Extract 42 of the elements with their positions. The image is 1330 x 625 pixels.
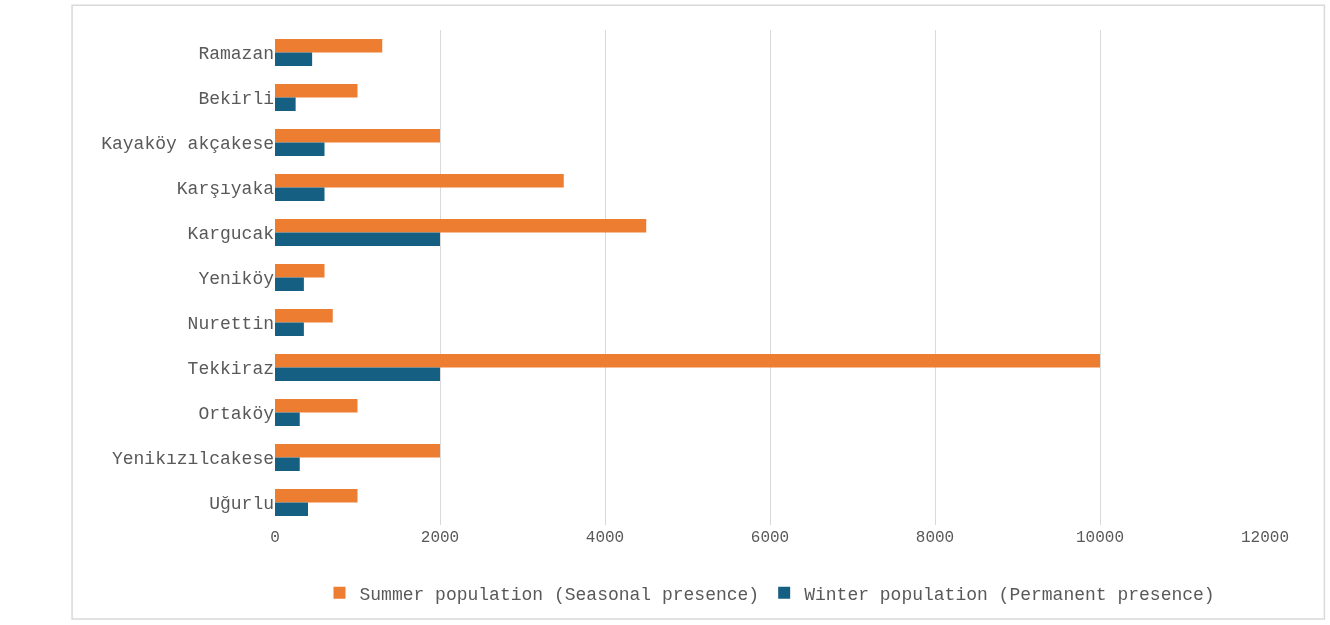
- bar: [275, 39, 383, 53]
- bar: [275, 457, 300, 471]
- bar: [275, 97, 296, 111]
- x-tick-label: 4000: [585, 529, 625, 547]
- bar: [275, 187, 325, 201]
- bar: [275, 84, 358, 98]
- y-tick-label: Tekkiraz: [187, 358, 274, 379]
- y-tick-label: Ortaköy: [198, 403, 275, 424]
- bar: [275, 502, 308, 516]
- bar: [275, 412, 300, 426]
- bar: [275, 322, 304, 336]
- x-tick-label: 6000: [750, 529, 790, 547]
- x-tick-label: 10000: [1075, 529, 1125, 547]
- bar: [275, 277, 304, 291]
- bar: [275, 219, 647, 233]
- bar: [275, 489, 358, 503]
- x-tick-label: 2000: [420, 529, 460, 547]
- bar: [275, 232, 440, 246]
- bar: [275, 354, 1100, 368]
- y-tick-label: Yenikızılcakese: [111, 448, 274, 469]
- x-tick-label: 0: [270, 529, 280, 547]
- y-tick-label: Nurettin: [187, 313, 274, 334]
- bar: [275, 399, 358, 413]
- bar: [275, 52, 313, 66]
- bar: [275, 129, 440, 143]
- bar: [275, 309, 333, 323]
- bar: [275, 264, 325, 278]
- y-tick-label: Kayaköy akçakese: [101, 133, 274, 154]
- bar: [275, 174, 564, 188]
- y-tick-label: Yeniköy: [198, 268, 275, 289]
- bar: [275, 444, 440, 458]
- legend-label: Summer population (Seasonal presence): [359, 584, 760, 605]
- y-tick-label: Ramazan: [198, 43, 274, 64]
- y-tick-label: Karşıyaka: [176, 178, 275, 199]
- bar: [275, 367, 440, 381]
- legend-label: Winter population (Permanent presence): [804, 584, 1215, 605]
- bar: [275, 142, 325, 156]
- y-tick-label: Uğurlu: [209, 493, 274, 514]
- y-tick-label: Bekirli: [198, 88, 274, 109]
- y-tick-label: Kargucak: [187, 223, 274, 244]
- x-tick-label: 12000: [1240, 529, 1290, 547]
- x-tick-label: 8000: [915, 529, 955, 547]
